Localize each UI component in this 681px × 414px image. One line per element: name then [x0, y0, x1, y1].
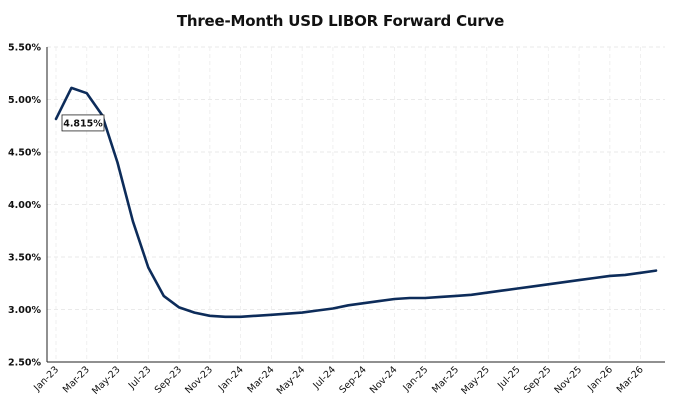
x-tick-label: Jan-26	[585, 364, 615, 394]
callout-label: 4.815%	[63, 118, 103, 129]
x-tick-label: Nov-24	[368, 364, 400, 396]
axes	[46, 47, 665, 363]
x-tick-label: May-23	[90, 364, 123, 397]
x-tick-label: Nov-25	[553, 364, 585, 396]
gridlines	[47, 46, 665, 362]
y-tick-label: 2.50%	[8, 358, 41, 369]
y-tick-label: 4.50%	[8, 148, 41, 159]
x-tick-label: Sep-25	[522, 364, 553, 395]
x-tick-label: Jul-24	[310, 364, 338, 392]
x-tick-label: Jan-25	[401, 364, 431, 394]
x-tick-label: Mar-25	[430, 364, 461, 395]
x-tick-label: Sep-23	[153, 364, 184, 395]
annotations: 4.815%	[61, 114, 105, 132]
series-line	[54, 86, 658, 319]
callout-box	[61, 114, 105, 132]
y-tick-label: 5.50%	[8, 43, 41, 54]
x-tick-label: May-24	[275, 364, 308, 397]
y-axis-tick-labels: 2.50% 3.00% 3.50% 4.00% 4.50% 5.00% 5.50%	[8, 43, 41, 369]
series-layer	[54, 86, 658, 319]
x-tick-label: Jul-25	[495, 364, 523, 392]
x-tick-label: Mar-23	[61, 364, 92, 395]
chart-title: Three-Month USD LIBOR Forward Curve	[176, 12, 505, 30]
x-tick-label: Sep-24	[337, 364, 368, 395]
y-tick-label: 3.50%	[8, 253, 41, 264]
x-tick-label: Nov-23	[183, 364, 215, 396]
x-tick-label: May-25	[459, 364, 492, 397]
x-tick-label: Jan-23	[31, 364, 61, 394]
x-tick-label: Mar-26	[615, 364, 646, 395]
x-tick-label: Mar-24	[246, 364, 277, 395]
y-tick-label: 4.00%	[8, 200, 41, 211]
y-tick-label: 5.00%	[8, 95, 41, 106]
x-tick-label: Jul-23	[126, 364, 154, 392]
x-tick-label: Jan-24	[216, 364, 246, 394]
y-tick-label: 3.00%	[8, 305, 41, 316]
